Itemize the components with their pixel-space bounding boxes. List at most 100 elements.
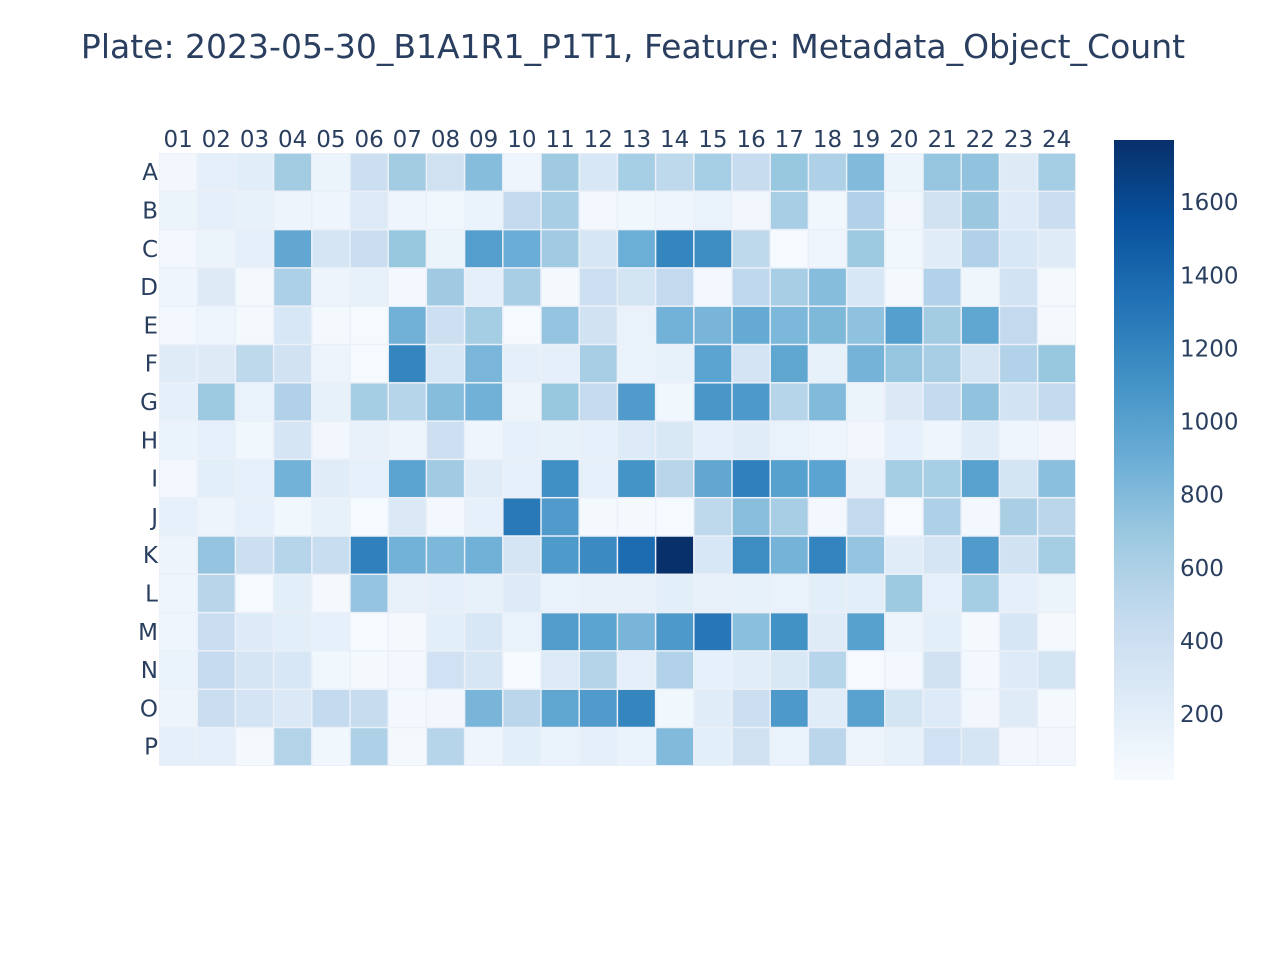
heatmap-cell-G18 bbox=[809, 383, 846, 421]
heatmap-cell-D03 bbox=[236, 268, 273, 306]
heatmap-cell-H15 bbox=[694, 421, 732, 459]
heatmap-cell-E10 bbox=[503, 306, 541, 344]
heatmap-cell-F22 bbox=[961, 345, 999, 383]
heatmap-cell-B19 bbox=[847, 192, 885, 229]
heatmap-cell-K14 bbox=[656, 536, 694, 574]
heatmap-cell-J06 bbox=[350, 498, 388, 536]
heatmap-cell-L06 bbox=[350, 575, 388, 612]
heatmap-cell-L05 bbox=[312, 575, 350, 612]
heatmap-cell-C07 bbox=[388, 230, 426, 268]
heatmap-cell-I03 bbox=[236, 460, 273, 497]
heatmap-cell-P12 bbox=[579, 728, 617, 766]
heatmap-cell-L02 bbox=[197, 575, 235, 612]
x-tick-label: 14 bbox=[660, 127, 689, 153]
heatmap-cell-A17 bbox=[770, 153, 808, 191]
y-tick-label: J bbox=[149, 505, 158, 531]
heatmap-cell-K15 bbox=[694, 536, 732, 574]
heatmap-cell-D09 bbox=[465, 268, 503, 306]
heatmap-cell-M10 bbox=[503, 613, 541, 651]
heatmap-cell-N22 bbox=[961, 651, 999, 689]
heatmap-cell-O11 bbox=[541, 689, 579, 727]
heatmap-cell-G04 bbox=[274, 383, 312, 421]
heatmap-cell-C15 bbox=[694, 230, 732, 268]
heatmap-cell-I01 bbox=[159, 460, 197, 497]
heatmap-cell-C05 bbox=[312, 230, 350, 268]
heatmap-cell-N01 bbox=[159, 651, 197, 689]
heatmap-cell-B24 bbox=[1038, 192, 1076, 229]
heatmap-cell-L20 bbox=[885, 575, 923, 612]
x-tick-label: 20 bbox=[889, 127, 918, 153]
heatmap-cell-J17 bbox=[770, 498, 808, 536]
heatmap-cell-H01 bbox=[159, 421, 197, 459]
heatmap-cell-H22 bbox=[961, 421, 999, 459]
heatmap-cell-E07 bbox=[388, 306, 426, 344]
heatmap-cell-G22 bbox=[961, 383, 999, 421]
colorbar-tick-label: 600 bbox=[1180, 556, 1224, 582]
heatmap-cell-F15 bbox=[694, 345, 732, 383]
heatmap-cell-D11 bbox=[541, 268, 579, 306]
heatmap-cell-C14 bbox=[656, 230, 694, 268]
heatmap-cell-P08 bbox=[427, 728, 464, 766]
heatmap-cell-D02 bbox=[197, 268, 235, 306]
heatmap-cell-D12 bbox=[579, 268, 617, 306]
heatmap-cell-D16 bbox=[732, 268, 770, 306]
heatmap-cell-M06 bbox=[350, 613, 388, 651]
heatmap-cell-O24 bbox=[1038, 689, 1076, 727]
heatmap-cell-K05 bbox=[312, 536, 350, 574]
heatmap-cell-G21 bbox=[923, 383, 961, 421]
heatmap-cell-A14 bbox=[656, 153, 694, 191]
heatmap-cell-B23 bbox=[1000, 192, 1037, 229]
heatmap-cell-M16 bbox=[732, 613, 770, 651]
heatmap-cell-E18 bbox=[809, 306, 846, 344]
heatmap-cell-L16 bbox=[732, 575, 770, 612]
heatmap-cell-K20 bbox=[885, 536, 923, 574]
heatmap-cell-I14 bbox=[656, 460, 694, 497]
heatmap-cell-K10 bbox=[503, 536, 541, 574]
heatmap-cell-G24 bbox=[1038, 383, 1076, 421]
heatmap-cell-D04 bbox=[274, 268, 312, 306]
heatmap-cell-J12 bbox=[579, 498, 617, 536]
heatmap-cell-O10 bbox=[503, 689, 541, 727]
heatmap-cell-E09 bbox=[465, 306, 503, 344]
heatmap-cell-A10 bbox=[503, 153, 541, 191]
heatmap-cell-A12 bbox=[579, 153, 617, 191]
heatmap-cell-N10 bbox=[503, 651, 541, 689]
heatmap-cell-E24 bbox=[1038, 306, 1076, 344]
heatmap-cell-D22 bbox=[961, 268, 999, 306]
heatmap-cell-K09 bbox=[465, 536, 503, 574]
heatmap-cell-P05 bbox=[312, 728, 350, 766]
heatmap-cell-J13 bbox=[618, 498, 655, 536]
heatmap-cell-B02 bbox=[197, 192, 235, 229]
heatmap-cell-N06 bbox=[350, 651, 388, 689]
heatmap-cell-P10 bbox=[503, 728, 541, 766]
heatmap-cell-G20 bbox=[885, 383, 923, 421]
heatmap-cell-E06 bbox=[350, 306, 388, 344]
x-tick-label: 07 bbox=[393, 127, 422, 153]
heatmap-cell-M23 bbox=[1000, 613, 1037, 651]
heatmap-cell-A15 bbox=[694, 153, 732, 191]
heatmap-cell-N03 bbox=[236, 651, 273, 689]
heatmap-cell-J10 bbox=[503, 498, 541, 536]
heatmap-cell-C24 bbox=[1038, 230, 1076, 268]
heatmap-cell-A07 bbox=[388, 153, 426, 191]
heatmap-cell-H08 bbox=[427, 421, 464, 459]
heatmap-cell-B01 bbox=[159, 192, 197, 229]
heatmap-cell-J20 bbox=[885, 498, 923, 536]
heatmap-cell-B08 bbox=[427, 192, 464, 229]
heatmap-cell-K04 bbox=[274, 536, 312, 574]
heatmap-cell-N12 bbox=[579, 651, 617, 689]
heatmap-cell-L17 bbox=[770, 575, 808, 612]
heatmap-cell-F11 bbox=[541, 345, 579, 383]
heatmap-cell-C18 bbox=[809, 230, 846, 268]
heatmap-cell-I02 bbox=[197, 460, 235, 497]
heatmap-cell-A24 bbox=[1038, 153, 1076, 191]
colorbar-tick-label: 1000 bbox=[1180, 410, 1239, 436]
heatmap-cell-N24 bbox=[1038, 651, 1076, 689]
heatmap-cell-D06 bbox=[350, 268, 388, 306]
y-tick-label: C bbox=[142, 237, 158, 263]
heatmap-cell-P09 bbox=[465, 728, 503, 766]
heatmap-cell-A18 bbox=[809, 153, 846, 191]
heatmap-cell-M11 bbox=[541, 613, 579, 651]
heatmap-cell-E03 bbox=[236, 306, 273, 344]
